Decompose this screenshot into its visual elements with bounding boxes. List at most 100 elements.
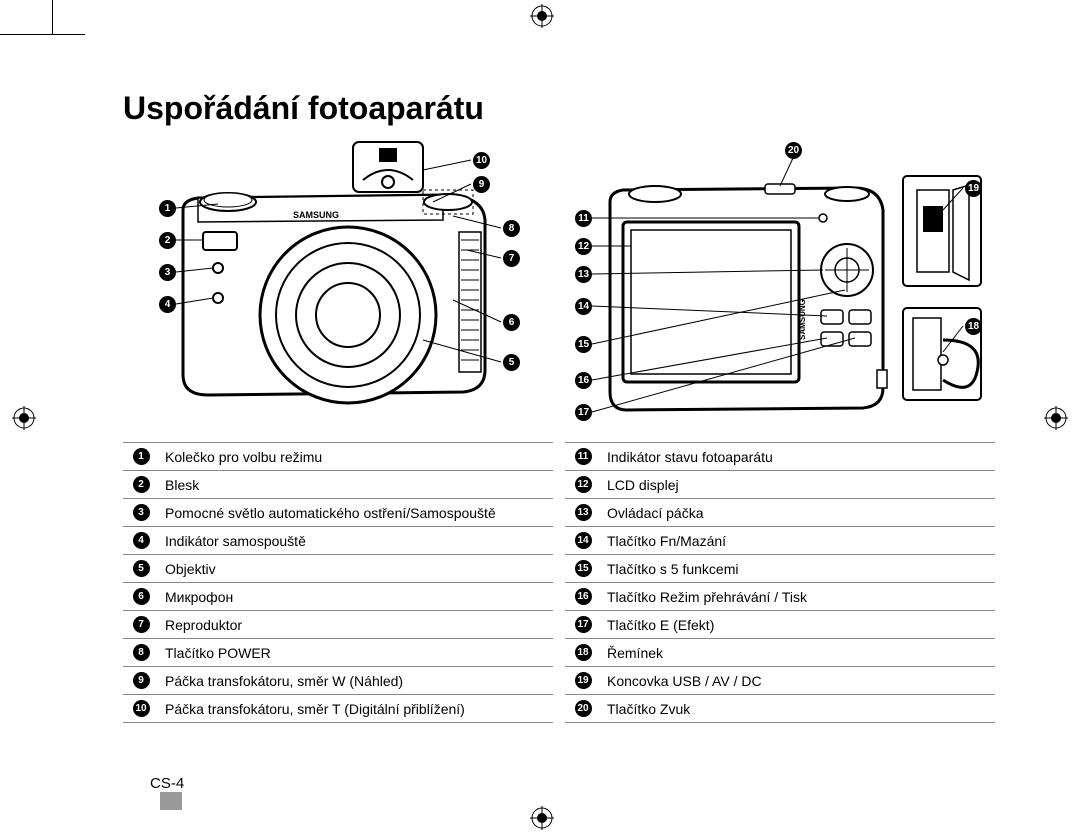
circled-number-icon: 12 <box>575 476 592 493</box>
legend-number: 3 <box>123 499 161 527</box>
page-number-tab <box>160 792 182 810</box>
circled-number-icon: 4 <box>133 532 150 549</box>
circled-number-icon: 5 <box>133 560 150 577</box>
diagram-callout-number: 14 <box>575 298 592 315</box>
legend-label: Objektiv <box>161 555 553 583</box>
page-number: CS-4 <box>150 775 184 792</box>
circled-number-icon: 19 <box>575 672 592 689</box>
legend-label: Páčka transfokátoru, směr T (Digitální p… <box>161 695 553 723</box>
reg-mark-top <box>530 4 554 28</box>
legend-number: 5 <box>123 555 161 583</box>
legend-label: Tlačítko Režim přehrávání / Tisk <box>603 583 995 611</box>
legend-label: Koncovka USB / AV / DC <box>603 667 995 695</box>
svg-text:SAMSUNG: SAMSUNG <box>293 210 339 220</box>
circled-number-icon: 18 <box>575 644 592 661</box>
diagram-callout-number: 11 <box>575 210 592 227</box>
legend-number: 17 <box>565 611 603 639</box>
legend-row: 3 Pomocné světlo automatického ostření/Sa… <box>123 499 553 527</box>
legend-label: Indikátor stavu fotoaparátu <box>603 443 995 471</box>
legend-row: 9Páčka transfokátoru, směr W (Náhled) <box>123 667 553 695</box>
circled-number-icon: 13 <box>575 504 592 521</box>
crop-mark <box>52 0 53 34</box>
diagram-callout-number: 17 <box>575 404 592 421</box>
diagram-callout-number: 18 <box>965 318 982 335</box>
legend-row: 2Blesk <box>123 471 553 499</box>
legend-label: Tlačítko POWER <box>161 639 553 667</box>
legend-number: 2 <box>123 471 161 499</box>
diagram-callout-number: 4 <box>159 296 176 313</box>
legend-number: 14 <box>565 527 603 555</box>
legend-row: 10 Páčka transfokátoru, směr T (Digitální… <box>123 695 553 723</box>
legend-label: LCD displej <box>603 471 995 499</box>
legend-number: 12 <box>565 471 603 499</box>
circled-number-icon: 11 <box>575 448 592 465</box>
legend-row: 7Reproduktor <box>123 611 553 639</box>
diagram-callout-number: 5 <box>503 354 520 371</box>
legend-number: 10 <box>123 695 161 723</box>
circled-number-icon: 3 <box>133 504 150 521</box>
diagram-callout-number: 9 <box>473 176 490 193</box>
legend-row: 11 Indikátor stavu fotoaparátu <box>565 443 995 471</box>
diagram-callout-number: 12 <box>575 238 592 255</box>
legend-label: Kolečko pro volbu režimu <box>161 443 553 471</box>
legend-number: 16 <box>565 583 603 611</box>
legend-number: 11 <box>565 443 603 471</box>
circled-number-icon: 20 <box>575 700 592 717</box>
legend-row: 12 LCD displej <box>565 471 995 499</box>
legend-row: 1 Kolečko pro volbu režimu <box>123 443 553 471</box>
legend-label: Indikátor samospouště <box>161 527 553 555</box>
diagram-callout-number: 10 <box>473 152 490 169</box>
right-legend-table: 11 Indikátor stavu fotoaparátu 12 LCD displ… <box>565 442 995 723</box>
legend-row: 6Микрофон <box>123 583 553 611</box>
circled-number-icon: 9 <box>133 672 150 689</box>
diagram-callout-number: 7 <box>503 250 520 267</box>
diagram-callout-number: 20 <box>785 142 802 159</box>
legend-row: 14Tlačítko Fn/Mazání <box>565 527 995 555</box>
legend-row: 5 Objektiv <box>123 555 553 583</box>
svg-text:SAMSUNG: SAMSUNG <box>798 299 807 340</box>
legend-label: Tlačítko E (Efekt) <box>603 611 995 639</box>
circled-number-icon: 8 <box>133 644 150 661</box>
left-column: SAMSUNG 1 2 3 4 5 6 7 8 <box>123 140 553 723</box>
page-title: Uspořádání fotoaparátu <box>123 90 484 127</box>
legend-label: Pomocné světlo automatického ostření/Sam… <box>161 499 553 527</box>
legend-row: 13Ovládací páčka <box>565 499 995 527</box>
legend-label: Tlačítko Zvuk <box>603 695 995 723</box>
diagram-callout-number: 8 <box>503 220 520 237</box>
legend-row: 16 Tlačítko Režim přehrávání / Tisk <box>565 583 995 611</box>
circled-number-icon: 15 <box>575 560 592 577</box>
page-content: Uspořádání fotoaparátu <box>95 40 975 800</box>
legend-row: 19 Koncovka USB / AV / DC <box>565 667 995 695</box>
camera-rear-diagram: SAMSUNG <box>565 140 995 430</box>
legend-number: 20 <box>565 695 603 723</box>
circled-number-icon: 1 <box>133 448 150 465</box>
circled-number-icon: 16 <box>575 588 592 605</box>
legend-number: 8 <box>123 639 161 667</box>
reg-mark-right <box>1044 406 1068 430</box>
circled-number-icon: 2 <box>133 476 150 493</box>
legend-label: Tlačítko s 5 funkcemi <box>603 555 995 583</box>
circled-number-icon: 10 <box>133 700 150 717</box>
diagram-callout-number: 13 <box>575 266 592 283</box>
reg-mark-left <box>12 406 36 430</box>
legend-label: Řemínek <box>603 639 995 667</box>
legend-row: 4 Indikátor samospouště <box>123 527 553 555</box>
diagram-callout-number: 2 <box>159 232 176 249</box>
legend-number: 4 <box>123 527 161 555</box>
legend-row: 18 Řemínek <box>565 639 995 667</box>
camera-front-diagram: SAMSUNG 12345678 <box>123 140 553 430</box>
legend-number: 13 <box>565 499 603 527</box>
legend-number: 15 <box>565 555 603 583</box>
diagram-callout-number: 6 <box>503 314 520 331</box>
legend-number: 9 <box>123 667 161 695</box>
legend-row: 15 Tlačítko s 5 funkcemi <box>565 555 995 583</box>
legend-row: 17 Tlačítko E (Efekt) <box>565 611 995 639</box>
circled-number-icon: 6 <box>133 588 150 605</box>
circled-number-icon: 14 <box>575 532 592 549</box>
circled-number-icon: 7 <box>133 616 150 633</box>
diagram-callout-number: 16 <box>575 372 592 389</box>
legend-row: 20 Tlačítko Zvuk <box>565 695 995 723</box>
legend-number: 6 <box>123 583 161 611</box>
circled-number-icon: 17 <box>575 616 592 633</box>
legend-row: 8 Tlačítko POWER <box>123 639 553 667</box>
